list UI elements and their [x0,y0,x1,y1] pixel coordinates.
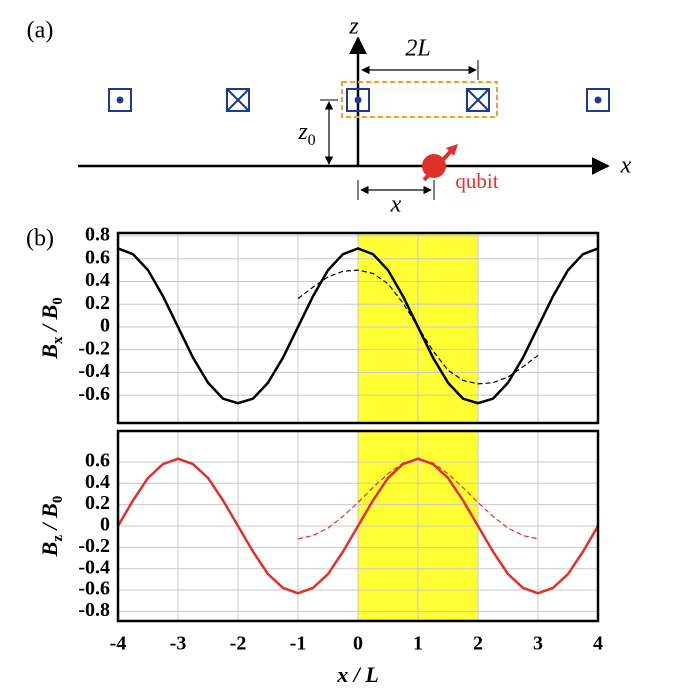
dashed-line [297,269,539,385]
y-tick-label: 0 [100,315,110,337]
plot-frame [116,429,600,623]
x-tick-label: -3 [170,633,187,655]
y-tick-label: 0.2 [85,492,110,514]
charts: -0.6-0.4-0.200.20.40.60.8Bx / B0-4 -3 -2 -1… [37,224,603,687]
y-axis-label: Bz / B0 [37,496,66,558]
x-tick-label: 3 [533,633,543,655]
x-tick-label: -1 [290,633,307,655]
x-tick-label: 2 [473,633,483,655]
y-tick-label: 0.2 [85,292,110,314]
x-axis-label: x / L [336,662,379,687]
y-tick-label: -0.2 [78,337,110,359]
x-tick-label: -2 [230,633,247,655]
y-axis-label-main: / B [37,503,62,535]
x-tick-label: 0 [353,633,363,655]
offset-label: x [390,192,402,218]
y-axis-label-sub: 0 [50,496,66,504]
panel-label: (b) [26,226,54,252]
y-tick-label: -0.2 [78,535,110,557]
panel-label: (a) [27,18,54,44]
wires [108,88,610,112]
height-label-main: z [297,119,308,145]
chart: -4 -3 -2 -1 0 1 2 3 4-0.8-0.6-0.4-0.200.20.40.6B… [37,429,603,687]
x-tick-label: 4 [593,633,603,655]
y-axis-label: Bx / B0 [37,297,66,359]
y-tick-label: 0 [100,514,110,536]
y-tick-label: 0.8 [85,224,110,246]
unit-cell [341,81,498,118]
y-axis-label-main: B [37,344,62,360]
y-tick-label: -0.8 [78,599,110,621]
qubit-label: qubit [455,169,498,193]
height-label-sub: 0 [308,132,316,149]
y-axis-label-sub: x [50,336,66,344]
y-axis-label-main: B [37,542,62,558]
period-label: 2L [405,36,430,62]
dashed-line [297,458,539,540]
height-label: z0 [297,119,315,149]
diagram: (a) (b) x z 2L z0 x qubit [26,14,632,252]
z-axis-label: z [348,14,359,40]
y-tick-label: 0.6 [85,246,110,268]
plot-frame [116,231,600,425]
y-axis-label-sub: 0 [50,297,66,305]
y-tick-label: -0.6 [78,383,110,405]
x-tick-label: -4 [110,633,127,655]
x-tick-label: 1 [413,633,423,655]
y-axis-label-main: / B [37,305,62,337]
y-tick-label: 0.6 [85,450,110,472]
y-tick-label: -0.4 [78,360,110,382]
line [116,457,600,595]
y-axis-label-sub: z [50,535,66,542]
qubit-icon [422,144,458,182]
y-tick-label: 0.4 [85,471,110,493]
y-tick-label: -0.6 [78,578,110,600]
y-tick-label: 0.4 [85,269,110,291]
chart: -0.6-0.4-0.200.20.40.60.8Bx / B0 [37,224,600,425]
y-tick-label: -0.4 [78,556,110,578]
x-axis-label: x [620,153,632,179]
line [117,247,599,405]
